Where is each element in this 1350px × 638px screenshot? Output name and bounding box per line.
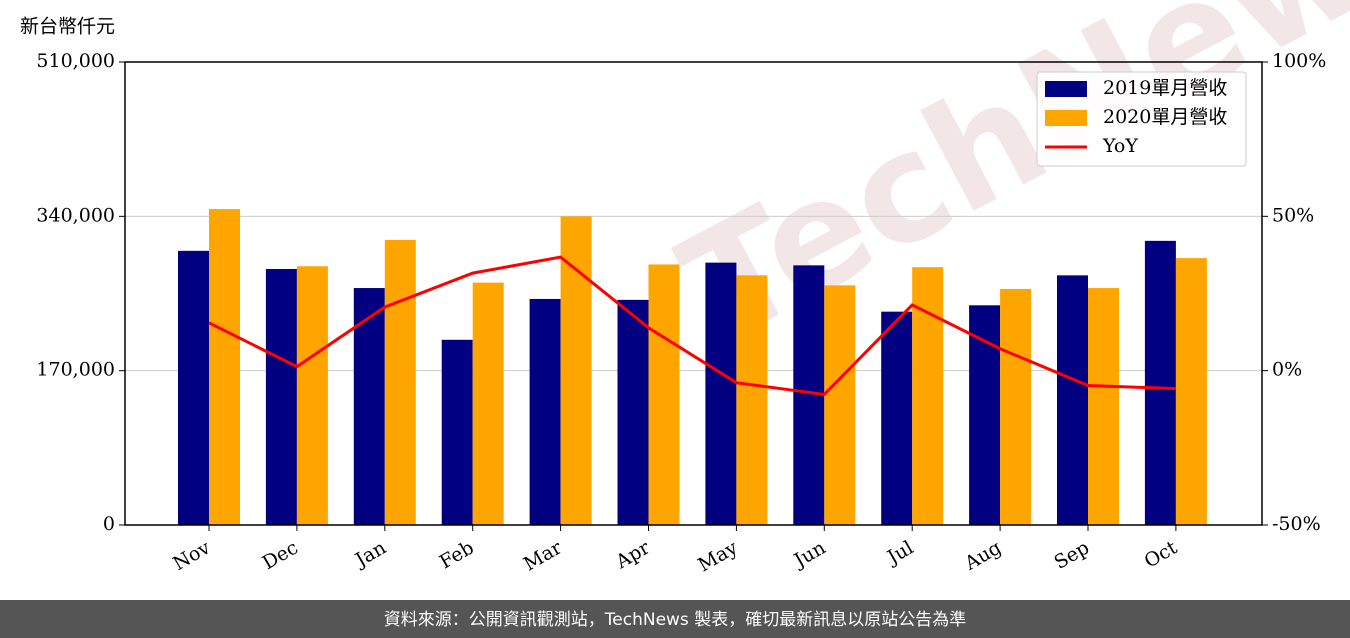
bar bbox=[529, 298, 561, 525]
y2-tick-label: 0% bbox=[1272, 359, 1302, 381]
bar bbox=[178, 250, 209, 526]
footer-band bbox=[0, 600, 1350, 638]
x-tick-label: May bbox=[694, 536, 741, 576]
y-tick-label: 0 bbox=[103, 513, 115, 535]
bar bbox=[353, 288, 385, 525]
y-tick-label: 510,000 bbox=[36, 50, 115, 72]
y2-tick-label: 100% bbox=[1272, 50, 1326, 72]
y-axis-label: 新台幣仟元 bbox=[20, 16, 115, 38]
x-tick-label: Oct bbox=[1141, 536, 1182, 572]
plot-frame bbox=[124, 61, 1263, 526]
x-tick-label: Aug bbox=[960, 537, 1005, 576]
y2-tick-label: 50% bbox=[1272, 204, 1314, 226]
legend-label: YoY bbox=[1102, 135, 1138, 157]
bar bbox=[1088, 288, 1119, 525]
bar bbox=[648, 264, 680, 525]
footer: 資料來源：公開資訊觀測站，TechNews 製表，確切最新訊息以原站公告為準 bbox=[384, 610, 966, 630]
bar bbox=[912, 267, 944, 525]
bar bbox=[617, 299, 649, 525]
bar bbox=[1144, 240, 1176, 525]
bar bbox=[881, 311, 913, 525]
y-tick-label: 340,000 bbox=[36, 204, 115, 226]
bar bbox=[441, 339, 473, 525]
bar bbox=[265, 268, 297, 525]
y-tick-label: 170,000 bbox=[36, 359, 115, 381]
bar bbox=[209, 209, 240, 525]
x-tick-label: Jan bbox=[350, 537, 390, 573]
x-tick-label: Jul bbox=[882, 537, 917, 570]
x-tick-label: Jun bbox=[789, 537, 830, 573]
bar bbox=[472, 282, 504, 525]
legend-label: 2020單月營收 bbox=[1103, 106, 1227, 128]
legend-swatch bbox=[1045, 110, 1087, 126]
line bbox=[208, 255, 1176, 397]
bar bbox=[1057, 275, 1088, 525]
bar bbox=[384, 239, 416, 525]
x-tick-label: Dec bbox=[259, 537, 302, 575]
x-tick-label: Feb bbox=[436, 537, 478, 574]
legend-box bbox=[1036, 71, 1247, 167]
legend-label: 2019單月營收 bbox=[1103, 77, 1227, 99]
bar bbox=[736, 275, 768, 525]
bar bbox=[1175, 258, 1207, 525]
bar bbox=[824, 285, 856, 525]
bar bbox=[969, 305, 1001, 525]
x-tick-label: Sep bbox=[1050, 537, 1093, 574]
x-tick-label: Mar bbox=[520, 536, 566, 575]
bar bbox=[1000, 288, 1032, 525]
legend-swatch bbox=[1045, 81, 1087, 97]
bar bbox=[296, 266, 328, 525]
bar bbox=[705, 262, 737, 525]
x-tick-label: Apr bbox=[611, 536, 654, 573]
y2-tick-label: -50% bbox=[1272, 513, 1321, 535]
x-tick-label: Nov bbox=[169, 536, 214, 575]
